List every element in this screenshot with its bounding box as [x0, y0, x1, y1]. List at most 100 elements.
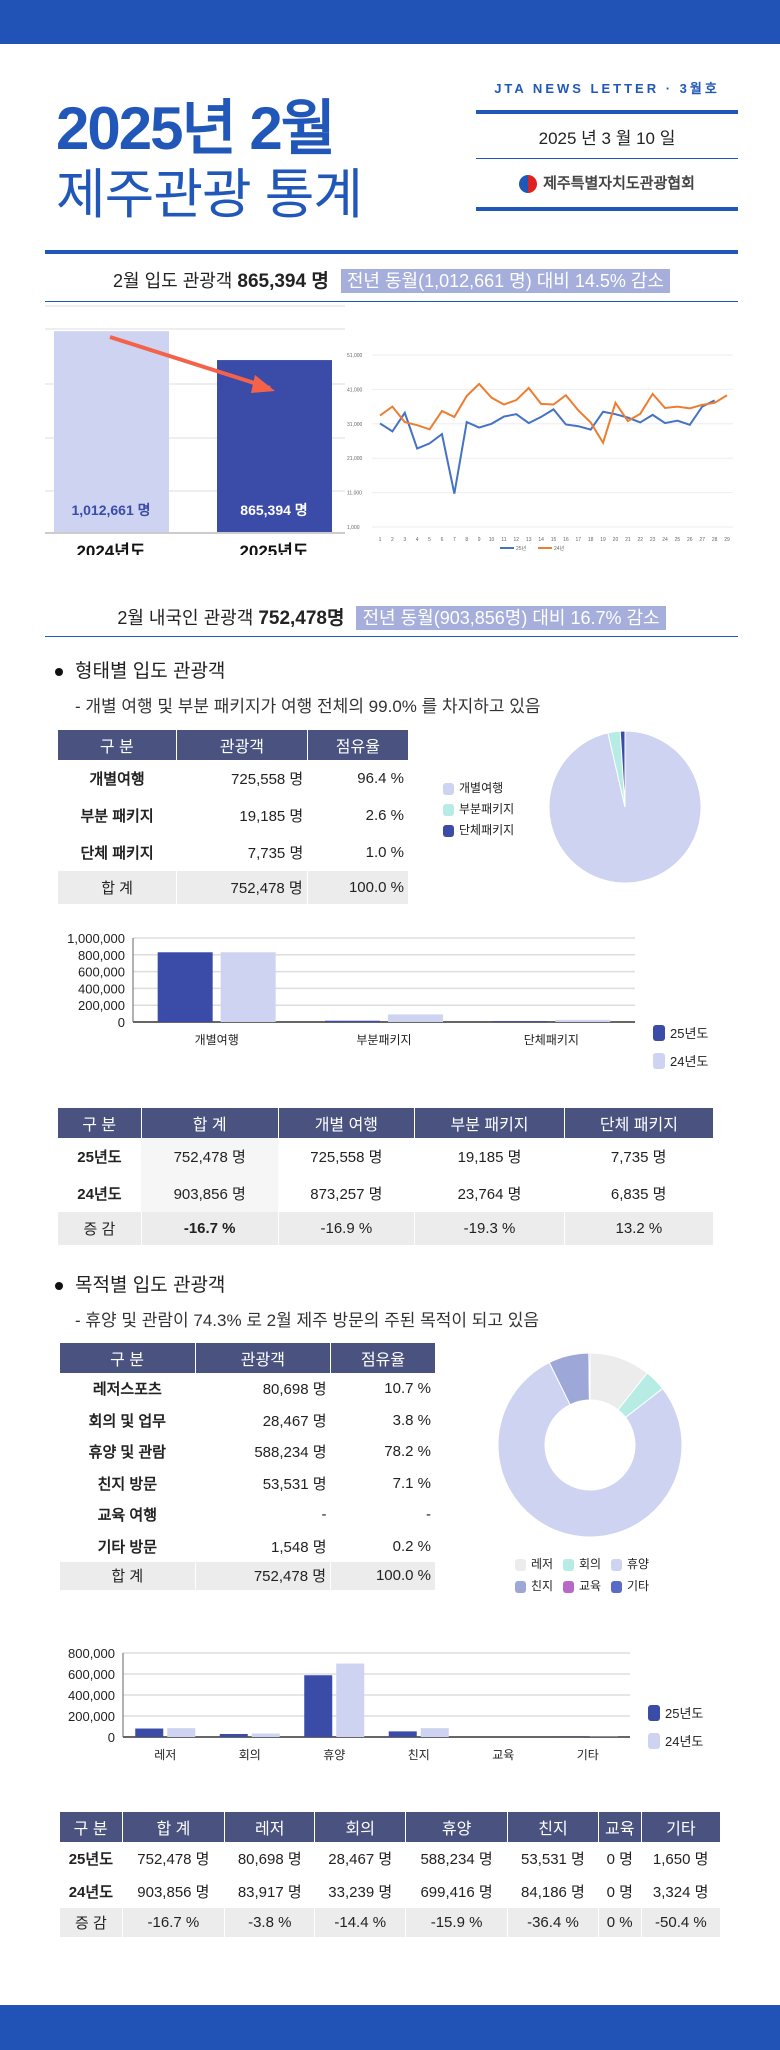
table-cell: 53,531 명: [521, 1851, 585, 1868]
x-tick-label: 28: [712, 537, 718, 543]
table-row: 24년도 903,856 명 873,257 명 23,764 명 6,835 명: [58, 1175, 714, 1212]
category-label: 2024년도: [76, 542, 145, 555]
y-tick-label: 800,000: [68, 1646, 115, 1661]
legend-label: 단체패키지: [459, 823, 515, 837]
bar-25년도-개별여행: [157, 952, 213, 1022]
table-cell: 0 %: [597, 1908, 642, 1937]
table-cell: 1,650 명: [652, 1851, 709, 1868]
table-cell: 588,234 명: [420, 1851, 493, 1868]
legend-swatch-icon: [611, 1558, 622, 1571]
trend-arrow-head: [251, 375, 275, 393]
table-cell: 19,185 명: [457, 1149, 522, 1166]
jta-logo-icon: [519, 175, 538, 194]
bar-24년도-휴양: [336, 1663, 365, 1737]
legend-label: 친지: [531, 1579, 554, 1593]
table-total-row: 증 감 -16.7 % -16.9 % -19.3 % 13.2 %: [57, 1212, 713, 1245]
domestic-headline: 2월 내국인 관광객 752,478명 전년 동월(903,856명) 대비 16…: [45, 603, 738, 630]
purpose-share-table: 구 분 관광객 점유율 레저스포츠 80,698 명 10.7 % 회의 및 업무 28,46…: [59, 1343, 435, 1590]
column-header: 합 계: [121, 1812, 225, 1842]
table-cell: 7,735 명: [610, 1149, 667, 1166]
y-tick-label: 51,000: [347, 353, 363, 359]
arrivals-value: 865,394 명: [237, 271, 329, 292]
table-cell: 725,558 명: [310, 1149, 383, 1166]
table-cell: -36.4 %: [507, 1908, 599, 1937]
x-tick-label: 6: [441, 537, 444, 543]
table-cell: 28,467 명: [262, 1412, 327, 1430]
x-tick-label: 13: [526, 537, 532, 543]
slice-휴양: [497, 1361, 683, 1538]
table-cell: 752,478 명: [137, 1851, 210, 1868]
table-cell: 13.2 %: [563, 1212, 713, 1245]
legend-item: 개별여행: [443, 778, 563, 799]
x-tick-label: 29: [724, 537, 730, 543]
purpose-bar-chart: 0 200,000 400,000 600,000 800,000 레저 회의 휴양 친지 교육 기…: [68, 1646, 703, 1762]
table-cell: -14.4 %: [314, 1908, 406, 1937]
table-cell: 증 감: [59, 1908, 123, 1937]
organization: 제주특별자치도관광협회: [476, 172, 738, 194]
column-header: 친지: [507, 1812, 599, 1842]
bar-25년도-레저: [135, 1728, 164, 1737]
x-tick-label: 8: [465, 537, 468, 543]
column-header: 구 분: [59, 1812, 123, 1842]
table-cell: 903,856 명: [137, 1884, 210, 1901]
table-cell: 6,835 명: [610, 1186, 667, 1203]
y-tick-label: 800,000: [78, 948, 125, 963]
domestic-value: 752,478명: [258, 608, 345, 629]
bullet-icon: [55, 667, 63, 676]
divider: [476, 207, 738, 211]
arrivals-headline: 2월 입도 관광객 865,394 명 전년 동월(1,012,661 명) 대비…: [45, 266, 738, 293]
table-cell: 기타 방문: [97, 1538, 157, 1556]
purpose-section-subtitle: - 휴양 및 관람이 74.3% 로 2월 제주 방문의 주된 목적이 되고 있…: [75, 1311, 540, 1330]
column-header: 관광객: [194, 1343, 331, 1373]
table-cell: 1,548 명: [271, 1538, 327, 1556]
category-label: 교육: [492, 1748, 514, 1762]
x-tick-label: 1: [379, 537, 382, 543]
table-cell: 588,234 명: [254, 1444, 327, 1462]
legend-item: 친지: [515, 1575, 563, 1597]
legend-item: 교육: [563, 1575, 611, 1597]
column-header: 휴양: [404, 1812, 508, 1842]
column-header: 점유율: [306, 730, 408, 760]
table-row: 휴양 및 관람 588,234 명 78.2 %: [60, 1436, 436, 1468]
type-pie-chart: [548, 730, 702, 884]
x-tick-label: 23: [650, 537, 656, 543]
table-cell: 부분 패키지: [80, 808, 154, 825]
x-tick-label: 3: [403, 537, 406, 543]
table-cell: 24년도: [77, 1186, 122, 1203]
x-tick-label: 19: [600, 537, 606, 543]
column-header: 합 계: [140, 1108, 279, 1138]
y-tick-label: 0: [108, 1730, 115, 1745]
table-row: 회의 및 업무 28,467 명 3.8 %: [60, 1405, 436, 1437]
table-row: 교육 여행 - -: [60, 1499, 436, 1531]
legend-swatch: [648, 1705, 660, 1721]
purpose-donut-chart: [497, 1352, 683, 1538]
section-title: 형태별 입도 관광객: [75, 661, 226, 682]
arrivals-compare: 전년 동월(1,012,661 명) 대비 14.5% 감소: [340, 269, 670, 293]
legend-item: 단체패키지: [443, 820, 563, 841]
legend-label: 부분패키지: [459, 802, 515, 816]
table-cell: 23,764 명: [457, 1186, 522, 1203]
table-cell: 33,239 명: [328, 1884, 393, 1901]
type-share-table: 구 분 관광객 점유율 개별여행 725,558 명 96.4 % 부분 패키지 19,185…: [56, 730, 409, 904]
bar-24년도-회의: [251, 1733, 280, 1737]
table-cell: 83,917 명: [237, 1884, 302, 1901]
table-cell: 24년도: [68, 1884, 114, 1901]
table-cell: 0 명: [606, 1851, 633, 1868]
y-tick-label: 1,000,000: [67, 931, 125, 946]
table-row: 기타 방문 1,548 명 0.2 %: [60, 1531, 436, 1563]
table-cell: 3.8 %: [392, 1411, 431, 1429]
legend-label: 회의: [579, 1557, 602, 1571]
table-row: 개별여행 725,558 명 96.4 %: [58, 760, 409, 797]
legend-item: 휴양: [611, 1553, 659, 1575]
table-cell: 친지 방문: [97, 1475, 157, 1493]
table-cell: 19,185 명: [239, 808, 304, 825]
table-cell: 증 감: [57, 1212, 142, 1245]
legend-label: 휴양: [627, 1557, 650, 1571]
divider: [45, 250, 738, 254]
column-header: 개별 여행: [277, 1108, 415, 1138]
table-cell: -50.4 %: [640, 1908, 720, 1937]
table-header-row: 구 분 관광객 점유율: [57, 730, 408, 760]
